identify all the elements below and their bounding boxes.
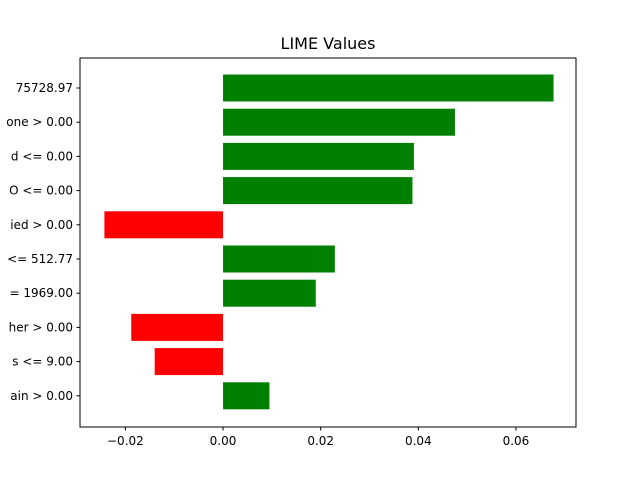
y-tick-label: ain > 0.00 [10,389,73,403]
chart-title: LIME Values [281,34,376,53]
x-tick-label: 0.02 [307,434,334,448]
bar-8 [131,313,224,341]
bar-2 [223,108,455,136]
bar-9 [154,348,224,376]
y-tick-label: d <= 0.00 [11,149,73,163]
bar-7 [223,279,316,307]
x-tick-label: −0.02 [107,434,144,448]
x-tick-label: 0.06 [503,434,530,448]
y-tick-label: her > 0.00 [9,320,73,334]
y-axis-ticks: 75728.97 one > 0.00 d <= 0.00 O <= 0.00 ied … [6,81,80,403]
x-axis-ticks: −0.02 0.00 0.02 0.04 0.06 [107,427,529,448]
bar-5 [104,211,224,239]
x-tick-label: 0.04 [405,434,432,448]
x-tick-label: 0.00 [210,434,237,448]
bar-10 [223,382,270,410]
y-tick-label: O <= 0.00 [9,184,73,198]
bar-6 [223,245,335,273]
bar-1 [223,74,554,102]
plot-frame [79,57,577,428]
bar-4 [223,177,413,205]
y-tick-label: 75728.97 [16,81,73,95]
y-tick-label: s <= 9.00 [12,355,73,369]
bar-3 [223,142,414,170]
y-tick-label: <= 512.77 [7,252,73,266]
y-tick-label: one > 0.00 [6,115,73,129]
y-tick-label: = 1969.00 [10,286,74,300]
bars-group [104,74,554,410]
y-tick-label: ied > 0.00 [10,218,73,232]
